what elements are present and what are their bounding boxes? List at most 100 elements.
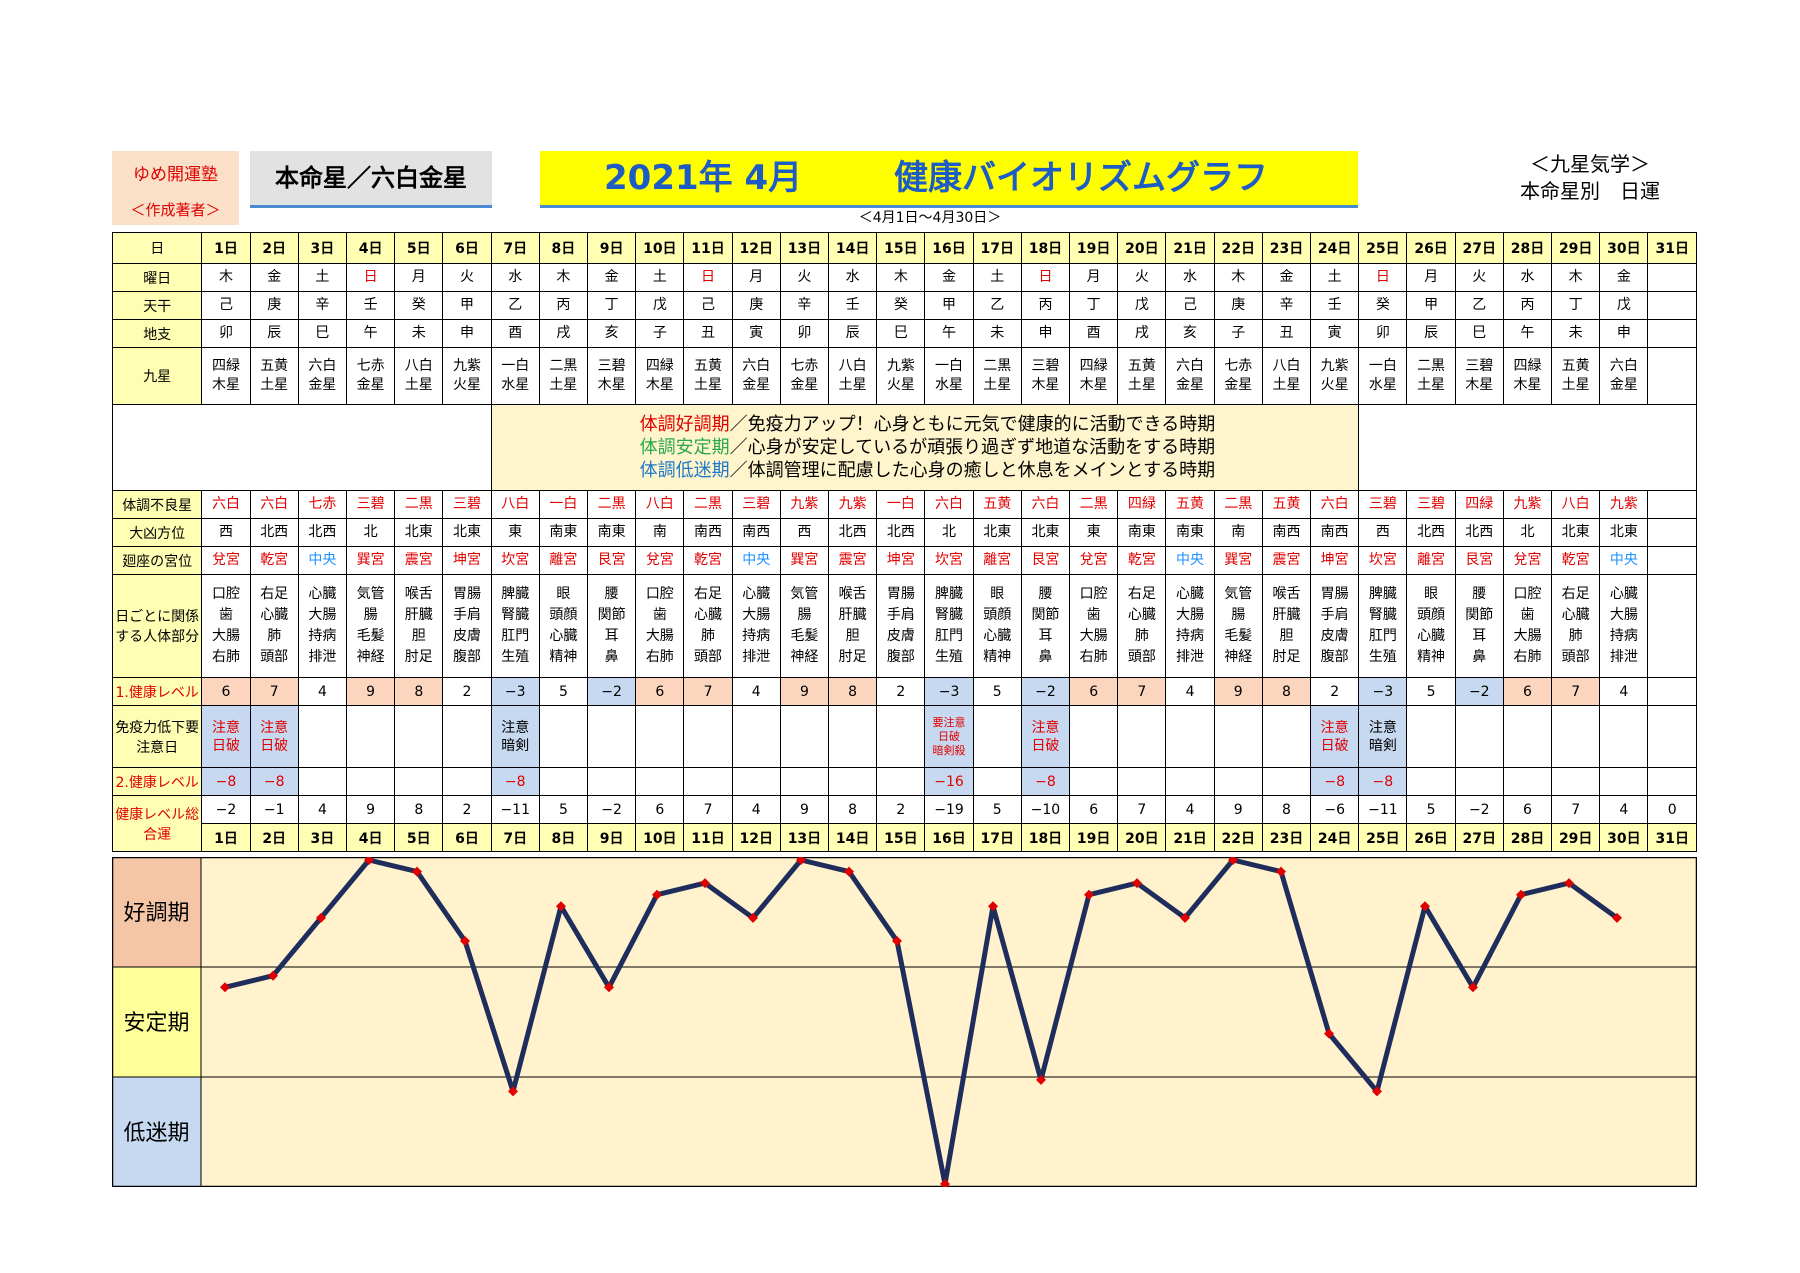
immune-line: 暗剣: [501, 737, 530, 754]
day-cell: 19日: [1069, 232, 1119, 264]
day-cell: 4日: [345, 232, 396, 264]
kyuu-cell: 兌宮: [1069, 546, 1119, 575]
body-part: 腸: [797, 607, 812, 623]
kyuu-cell: 乾宮: [683, 546, 733, 575]
weekday-cell: 土: [1310, 263, 1360, 292]
level2-cell: [683, 767, 733, 796]
band-label: 低迷期: [123, 1121, 189, 1146]
kyusei-line: 土星: [838, 377, 867, 393]
immune-line: 注意: [1031, 719, 1060, 736]
body-part: 大腸: [211, 628, 240, 644]
immune-line: 日破: [1031, 737, 1060, 754]
daikyo-cell: 南: [1213, 518, 1263, 547]
kyusei-line: 七赤: [356, 358, 385, 374]
level1-cell: −2: [587, 677, 637, 706]
kyusei-line: 六白: [1609, 358, 1638, 374]
total-cell: 8: [394, 795, 444, 824]
tenkan-cell: 己: [201, 291, 251, 320]
fuchou-cell: 三碧: [1358, 490, 1408, 519]
body-cell: 右足 心臓肺頭部: [683, 574, 733, 678]
kyusei-cell: 四緑 木星: [201, 347, 251, 405]
fuchou-cell: 五黄: [972, 490, 1022, 519]
tenkan-cell: [1647, 291, 1697, 320]
tenkan-cell: 癸: [1358, 291, 1408, 320]
daikyo-cell: 北東: [442, 518, 492, 547]
body-part: 胆: [845, 628, 860, 644]
level2-cell: [1599, 767, 1649, 796]
chishi-cell: 申: [1020, 319, 1071, 348]
day-cell: 12日: [731, 232, 781, 264]
body-cell: 心臓 大腸 持病 排泄: [297, 574, 348, 678]
immune-cell: [538, 705, 589, 768]
day-cell: 10日: [635, 232, 685, 264]
kyusei-cell: 二黒 土星: [1406, 347, 1456, 405]
body-part: 関節: [597, 607, 626, 623]
immune-cell: [1551, 705, 1601, 768]
body-part: 口腔: [645, 586, 674, 602]
kyusei-cell: 二黒 土星: [538, 347, 589, 405]
body-part: 毛髪: [356, 628, 385, 644]
level2-cell: −8: [1310, 767, 1360, 796]
tenkan-cell: 己: [1165, 291, 1215, 320]
chishi-cell: 亥: [1165, 319, 1215, 348]
kyusei-cell: 八白 土星: [828, 347, 878, 405]
body-part: 右足: [260, 586, 289, 602]
daikyo-cell: 北東: [394, 518, 444, 547]
day-cell-bottom: 22日: [1213, 823, 1263, 852]
immune-cell: [1502, 705, 1553, 768]
level1-cell: [1647, 677, 1697, 706]
data-point: [940, 1179, 950, 1187]
body-part: 関節: [1465, 607, 1494, 623]
body-part: 腹部: [1320, 649, 1349, 665]
fuchou-cell: 三碧: [1406, 490, 1456, 519]
row-daikyo: 大凶方位西北西 北西北北東 北東東南東 南東南南西 南西西北西 北西北北東 北東東南東 南東南…: [111, 518, 1697, 547]
kyusei-line: 木星: [1465, 377, 1494, 393]
level1-cell: 4: [1165, 677, 1215, 706]
kyusei-line: 木星: [1513, 377, 1542, 393]
body-part: 胃腸: [886, 586, 915, 602]
chishi-cell: 巳: [1454, 319, 1504, 348]
immune-line: 日破: [211, 737, 240, 754]
band-legend-name: 体調安定期: [639, 437, 730, 458]
tenkan-cell: 戊: [635, 291, 685, 320]
kyusei-cell: 七赤 金星: [345, 347, 396, 405]
chishi-cell: 辰: [828, 319, 878, 348]
band-legend-line: 体調安定期／心身が安定しているが頑張り過ぎず地道な活動をする時期: [639, 436, 1358, 459]
body-part: 腎臓: [935, 607, 964, 623]
body-part: 生殖: [1368, 649, 1397, 665]
body-part: 鼻: [1038, 649, 1053, 665]
body-part: 胃腸: [1320, 586, 1349, 602]
weekday-cell: 土: [635, 263, 685, 292]
kyusei-cell: 五黄 土星: [1551, 347, 1601, 405]
row-bands: 体調好調期／免疫力アップ！心身ともに元気で健康的に活動できる時期 体調安定期／心身…: [112, 404, 1697, 491]
daikyo-cell: 南西: [1261, 518, 1312, 547]
level1-cell: −3: [924, 677, 974, 706]
body-part: 大腸: [645, 628, 674, 644]
body-part: 脾臓: [1368, 586, 1397, 602]
immune-cell: 注意 日破: [1310, 705, 1360, 768]
day-cell: 9日: [587, 232, 637, 264]
body-part: 心臓: [1417, 628, 1446, 644]
weekday-cell: 火: [1117, 263, 1167, 292]
day-cell-bottom: 18日: [1020, 823, 1071, 852]
kyusei-cell: 七赤 金星: [779, 347, 830, 405]
header-right: ＜九星気学＞ 本命星別 日運: [1490, 151, 1690, 205]
body-part: 皮膚: [1320, 628, 1349, 644]
row-label-fuchou: 体調不良星: [111, 490, 203, 519]
data-point: [1564, 878, 1574, 889]
kyusei-line: 八白: [838, 358, 867, 374]
body-cell: 胃腸 手肩 皮膚 腹部: [442, 574, 492, 678]
kyusei-line: 八白: [1272, 358, 1301, 374]
day-cell: 1日: [201, 232, 251, 264]
day-cell: 23日: [1261, 232, 1312, 264]
weekday-cell: 金: [587, 263, 637, 292]
immune-cell: [297, 705, 348, 768]
chishi-cell: 寅: [1310, 319, 1360, 348]
daikyo-cell: 西: [1358, 518, 1408, 547]
body-part: 頭部: [1127, 649, 1156, 665]
weekday-cell: 火: [442, 263, 492, 292]
body-cell: 胃腸 手肩 皮膚 腹部: [1310, 574, 1360, 678]
chishi-cell: 寅: [731, 319, 781, 348]
kyusei-line: 木星: [645, 377, 674, 393]
band-box: [112, 1076, 202, 1187]
